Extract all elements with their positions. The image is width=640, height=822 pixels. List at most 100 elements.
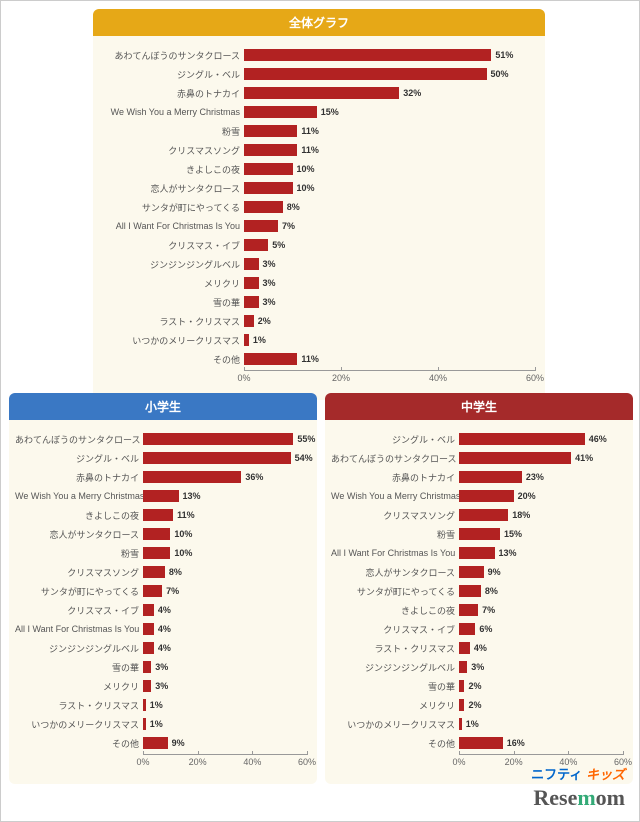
bar-area: 54% [143,449,307,467]
bar-area: 3% [244,255,535,273]
bar-row: あわてんぼうのサンタクロース41% [331,449,623,467]
logo-resemom: Resemom [531,785,625,811]
bar-value: 1% [466,719,479,729]
bar-value: 13% [499,548,517,558]
bar [244,220,278,232]
bar-label: We Wish You a Merry Christmas [99,107,244,117]
logo-kids: キッズ [586,767,625,782]
bar-value: 1% [150,700,163,710]
bar-label: We Wish You a Merry Christmas [15,491,143,501]
bar-label: クリスマスソング [331,509,459,522]
bar-value: 6% [479,624,492,634]
bar-label: 恋人がサンタクロース [15,528,143,541]
bar-value: 9% [488,567,501,577]
bar-area: 7% [244,217,535,235]
bar-area: 7% [459,601,623,619]
bar-row: クリスマスソング11% [99,141,535,159]
bar-area: 1% [143,696,307,714]
bar [244,163,293,175]
bar-area: 13% [459,544,623,562]
bar-area: 11% [244,122,535,140]
bar-row: 雪の華3% [99,293,535,311]
bar-row: いつかのメリークリスマス1% [99,331,535,349]
bar-area: 51% [244,46,535,64]
bar-label: いつかのメリークリスマス [331,718,459,731]
chart-body: あわてんぼうのサンタクロース55%ジングル・ベル54%赤鼻のトナカイ36%We … [9,420,317,772]
bar [143,642,154,654]
bar-area: 5% [244,236,535,254]
tick-label: 20% [505,757,523,767]
bar [244,258,259,270]
bar-value: 3% [155,681,168,691]
bar-area: 7% [143,582,307,600]
bar-area: 15% [244,103,535,121]
tick-label: 60% [298,757,316,767]
bar-row: ジンジンジングルベル4% [15,639,307,657]
bar-area: 4% [143,601,307,619]
bar-row: All I Want For Christmas Is You13% [331,544,623,562]
bar-label: きよしこの夜 [15,509,143,522]
bar-row: 赤鼻のトナカイ36% [15,468,307,486]
bar [143,585,162,597]
bar-label: ジンジンジングルベル [15,642,143,655]
bar-area: 4% [459,639,623,657]
bar [244,296,259,308]
bar-row: 恋人がサンタクロース 10% [99,179,535,197]
bar [459,623,475,635]
chart-body: あわてんぼうのサンタクロース51%ジングル・ベル50%赤鼻のトナカイ32%We … [93,36,545,388]
bar-row: 粉雪10% [15,544,307,562]
bar-value: 11% [301,145,319,155]
bar-value: 1% [150,719,163,729]
bar-label: サンタが町にやってくる [99,201,244,214]
bar-label: 恋人がサンタクロース [99,182,244,195]
bar-row: 雪の華3% [15,658,307,676]
bar-row: メリクリ 2% [331,696,623,714]
bar-label: きよしこの夜 [99,163,244,176]
bar-label: ラスト・クリスマス [15,699,143,712]
bar-value: 3% [471,662,484,672]
tick-label: 40% [429,373,447,383]
bar-value: 15% [321,107,339,117]
bar-area: 3% [143,658,307,676]
tick-label: 0% [136,757,149,767]
bar-row: 赤鼻のトナカイ23% [331,468,623,486]
bar-area: 3% [244,274,535,292]
bar [459,661,467,673]
bar [459,528,500,540]
bar-value: 10% [297,183,315,193]
bar [244,315,254,327]
bar-area: 1% [143,715,307,733]
bar-area: 4% [143,620,307,638]
bar-area: 10% [143,525,307,543]
bar-label: All I Want For Christmas Is You [15,624,143,634]
bar-row: ジンジンジングルベル3% [99,255,535,273]
bar-row: メリクリ3% [99,274,535,292]
bar-area: 2% [459,677,623,695]
chart-panel-elementary: 小学生あわてんぼうのサンタクロース55%ジングル・ベル54%赤鼻のトナカイ36%… [9,393,317,784]
bar-row: 雪の華2% [331,677,623,695]
bar [143,699,146,711]
bar [459,737,503,749]
bar-value: 10% [174,529,192,539]
bar-area: 50% [244,65,535,83]
bar [244,334,249,346]
bar-value: 2% [468,700,481,710]
bar [143,471,241,483]
bar [244,144,297,156]
bar-value: 10% [297,164,315,174]
bar-area: 41% [459,449,623,467]
bar-value: 16% [507,738,525,748]
chart-header: 中学生 [325,393,633,420]
bar-value: 51% [495,50,513,60]
bar-row: あわてんぼうのサンタクロース51% [99,46,535,64]
bar-row: サンタが町にやってくる8% [331,582,623,600]
bar [459,718,462,730]
bar [143,623,154,635]
bar-row: その他9% [15,734,307,752]
bar-area: 55% [143,430,307,448]
bar-label: メリクリ [331,699,459,712]
bar-label: 雪の華 [99,296,244,309]
bar-label: All I Want For Christmas Is You [99,221,244,231]
bar-value: 23% [526,472,544,482]
tick-label: 20% [189,757,207,767]
